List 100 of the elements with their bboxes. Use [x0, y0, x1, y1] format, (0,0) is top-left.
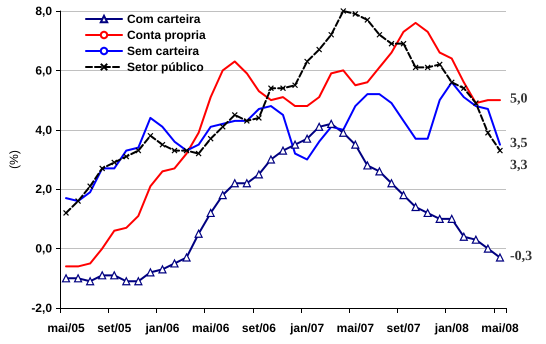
point	[496, 147, 504, 154]
point	[290, 140, 300, 149]
point	[135, 147, 142, 154]
line-series	[65, 81, 501, 202]
point	[387, 179, 396, 188]
point	[304, 58, 310, 65]
point	[399, 191, 408, 200]
point	[196, 150, 202, 157]
point	[256, 114, 262, 122]
point	[375, 167, 384, 176]
point	[232, 112, 238, 118]
point	[340, 8, 346, 14]
point	[242, 179, 251, 188]
point	[220, 124, 226, 130]
point	[123, 153, 130, 160]
point	[218, 191, 227, 200]
point	[171, 147, 178, 154]
point	[122, 277, 130, 286]
point	[327, 120, 336, 128]
annotation: 3,3	[510, 158, 528, 174]
y-tick-label: -2,0	[31, 301, 52, 315]
point	[74, 274, 82, 282]
point	[400, 40, 407, 47]
y-axis-title: (%)	[7, 150, 21, 169]
point	[388, 40, 395, 47]
point	[183, 147, 190, 154]
point	[448, 214, 456, 223]
y-tick-label: 2,0	[35, 182, 52, 196]
point	[266, 155, 276, 164]
x-tick-label: jan/06	[144, 321, 180, 335]
point	[208, 136, 214, 142]
line-series	[65, 22, 501, 268]
point	[280, 85, 286, 92]
annotation: 3,5	[510, 136, 528, 152]
point	[496, 253, 504, 262]
point	[315, 122, 324, 131]
annotation: 5,0	[510, 92, 528, 107]
x-tick-label: set/07	[386, 321, 421, 335]
point	[376, 32, 383, 38]
point	[351, 140, 360, 149]
x-tick-label: set/06	[242, 321, 276, 335]
point	[158, 265, 167, 274]
legend-label: Com carteira	[127, 12, 201, 26]
point	[460, 232, 468, 241]
point	[424, 64, 431, 71]
point	[268, 85, 274, 92]
point	[472, 236, 480, 244]
point	[339, 128, 348, 137]
point	[134, 277, 142, 286]
legend-label: Conta propria	[127, 28, 206, 42]
x-tick-label: set/05	[97, 321, 132, 335]
point	[448, 79, 455, 86]
point	[194, 230, 203, 238]
point	[87, 183, 94, 190]
point	[316, 46, 322, 53]
y-tick-label: 0,0	[35, 242, 52, 256]
point	[244, 118, 250, 124]
x-tick-label: mai/07	[336, 321, 374, 335]
point	[364, 16, 370, 24]
point	[411, 202, 420, 212]
point	[62, 274, 70, 282]
x-tick-label: jan/08	[434, 321, 470, 335]
point	[147, 132, 154, 139]
point	[292, 82, 298, 88]
point	[146, 268, 155, 276]
legend-label: Sem carteira	[127, 44, 200, 58]
point	[230, 179, 239, 188]
point	[254, 170, 263, 178]
x-tick-label: mai/08	[481, 321, 519, 335]
point	[111, 159, 118, 166]
point	[363, 161, 372, 170]
y-tick-label: 8,0	[35, 4, 52, 18]
point	[460, 85, 467, 92]
point	[352, 10, 358, 18]
x-tick-label: jan/07	[289, 321, 324, 335]
point	[278, 146, 288, 155]
point	[436, 61, 443, 68]
x-tick-label: mai/06	[192, 321, 230, 335]
point	[424, 208, 432, 218]
point	[74, 198, 82, 204]
point	[62, 210, 70, 216]
annotation: -0,3	[510, 249, 532, 264]
x-tick-label: mai/05	[47, 321, 86, 335]
point	[472, 100, 479, 106]
point	[182, 253, 191, 262]
point	[99, 165, 106, 172]
point	[484, 244, 492, 253]
point	[328, 32, 334, 38]
point	[170, 259, 179, 268]
point	[484, 130, 492, 136]
point	[206, 208, 215, 218]
point	[159, 142, 166, 148]
y-tick-label: 4,0	[35, 122, 52, 137]
point	[86, 277, 94, 286]
y-tick-label: 6,0	[35, 63, 52, 78]
legend-label: Setor público	[127, 60, 204, 74]
point	[412, 64, 419, 71]
point	[303, 134, 312, 143]
point	[98, 271, 106, 280]
point	[110, 271, 118, 280]
